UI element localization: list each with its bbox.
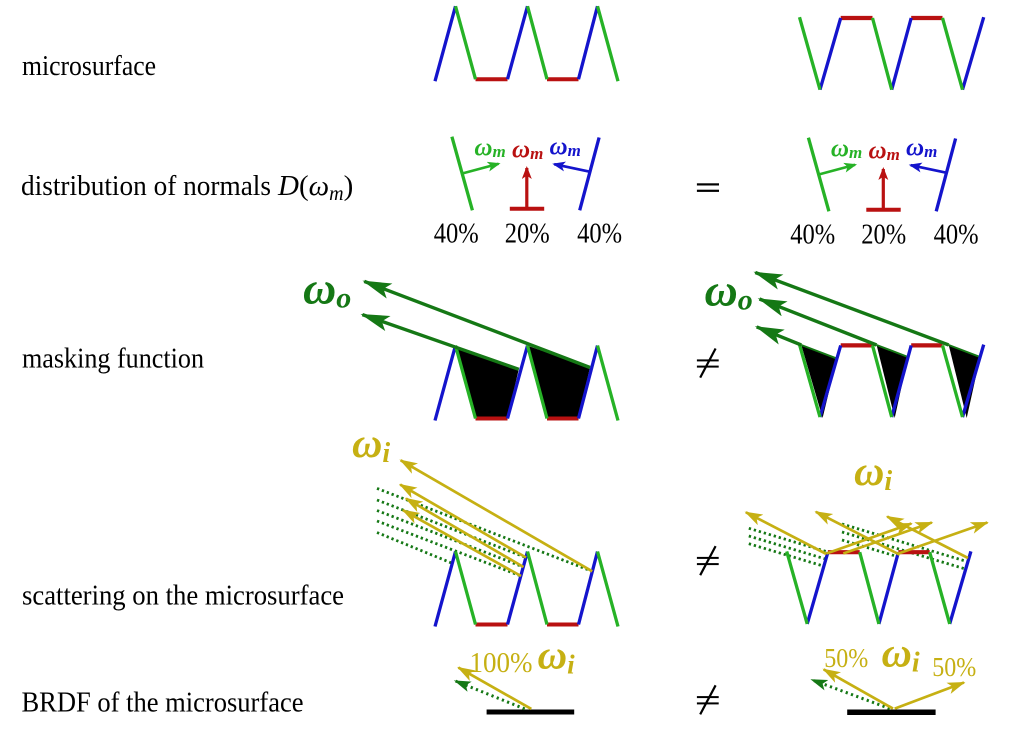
svg-text:BRDF of the microsurface: BRDF of the microsurface	[22, 687, 304, 719]
svg-text:distribution of normals: distribution of normals	[21, 170, 271, 202]
svg-text:40%: 40%	[934, 219, 979, 251]
svg-text:20%: 20%	[861, 219, 906, 251]
svg-text:40%: 40%	[790, 219, 835, 251]
svg-text:100%: 100%	[470, 648, 533, 679]
svg-text:40%: 40%	[434, 218, 479, 250]
svg-text:50%: 50%	[824, 643, 868, 673]
svg-text:20%: 20%	[505, 218, 550, 250]
svg-text:masking function: masking function	[22, 343, 204, 375]
svg-text:40%: 40%	[577, 218, 622, 250]
svg-text:50%: 50%	[932, 652, 976, 682]
svg-text:scattering on the microsurface: scattering on the microsurface	[22, 580, 344, 612]
svg-text:microsurface: microsurface	[22, 50, 156, 82]
